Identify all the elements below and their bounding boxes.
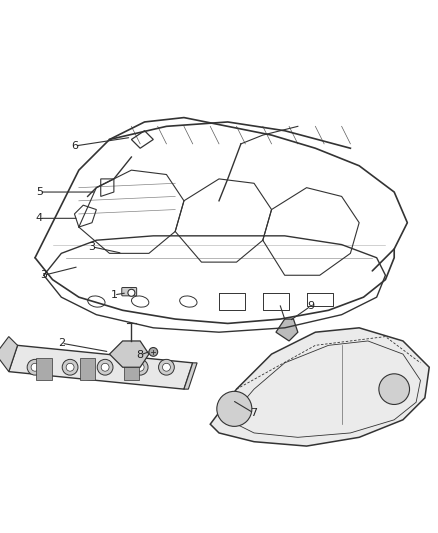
Circle shape xyxy=(379,374,410,405)
Circle shape xyxy=(101,364,109,371)
Circle shape xyxy=(31,364,39,371)
Circle shape xyxy=(132,359,148,375)
Circle shape xyxy=(128,289,135,296)
Text: 2: 2 xyxy=(58,338,65,348)
Circle shape xyxy=(149,348,158,356)
Text: 6: 6 xyxy=(71,141,78,151)
Circle shape xyxy=(97,359,113,375)
Text: 9: 9 xyxy=(307,301,314,311)
Bar xyxy=(36,359,52,381)
Circle shape xyxy=(136,364,144,371)
Text: 7: 7 xyxy=(251,408,258,418)
Text: 3: 3 xyxy=(40,270,47,280)
Polygon shape xyxy=(276,319,298,341)
Bar xyxy=(124,359,139,381)
Circle shape xyxy=(159,359,174,375)
Polygon shape xyxy=(110,341,149,367)
Circle shape xyxy=(27,359,43,375)
Text: 8: 8 xyxy=(137,350,144,360)
Text: 5: 5 xyxy=(36,187,43,197)
FancyBboxPatch shape xyxy=(122,287,137,296)
Circle shape xyxy=(62,359,78,375)
Polygon shape xyxy=(9,345,193,389)
Bar xyxy=(80,359,95,381)
Text: 1: 1 xyxy=(110,290,117,300)
Text: 3: 3 xyxy=(88,242,95,252)
Circle shape xyxy=(66,364,74,371)
Polygon shape xyxy=(0,336,18,372)
Polygon shape xyxy=(184,363,197,389)
Polygon shape xyxy=(210,328,429,446)
Circle shape xyxy=(162,364,170,371)
Text: 4: 4 xyxy=(36,213,43,223)
Circle shape xyxy=(217,391,252,426)
